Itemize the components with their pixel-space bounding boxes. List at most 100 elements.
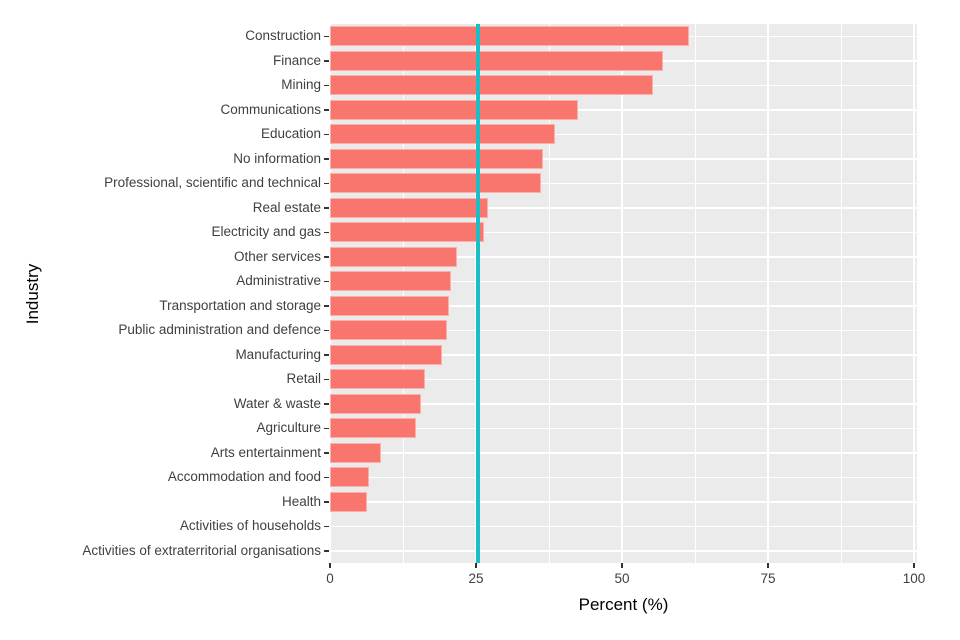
category-label: Manufacturing: [235, 346, 321, 362]
gridline-vertical-major: [621, 24, 623, 563]
y-tick-mark: [324, 207, 329, 209]
category-label: Public administration and defence: [118, 322, 321, 338]
gridline-horizontal: [330, 182, 917, 184]
x-tick-label: 75: [760, 571, 776, 586]
category-label: Electricity and gas: [211, 224, 321, 240]
y-tick-mark: [324, 452, 329, 454]
y-tick-mark: [324, 329, 329, 331]
y-tick-mark: [324, 403, 329, 405]
x-tick-mark: [475, 563, 477, 568]
x-tick-label: 25: [468, 571, 484, 586]
category-label: No information: [233, 150, 321, 166]
x-tick-label: 100: [902, 571, 926, 586]
bar: [330, 148, 544, 169]
gridline-horizontal: [330, 427, 917, 429]
bar: [330, 197, 488, 218]
category-label: Accommodation and food: [167, 469, 321, 485]
x-tick-mark: [621, 563, 623, 568]
category-label: Activities of households: [179, 518, 321, 534]
bar: [330, 222, 485, 243]
category-label: Education: [260, 126, 321, 142]
y-tick-mark: [324, 280, 329, 282]
y-tick-mark: [324, 84, 329, 86]
y-tick-mark: [324, 60, 329, 62]
bar: [330, 320, 447, 341]
category-label: Agriculture: [256, 420, 321, 436]
gridline-horizontal: [330, 133, 917, 135]
bar: [330, 442, 381, 463]
gridline-vertical-minor: [402, 24, 404, 563]
gridline-horizontal: [330, 305, 917, 307]
gridline-horizontal: [330, 231, 917, 233]
category-label: Other services: [233, 248, 321, 264]
bar: [330, 344, 443, 365]
gridline-horizontal: [330, 256, 917, 258]
x-tick-mark: [767, 563, 769, 568]
category-label: Transportation and storage: [159, 297, 321, 313]
category-label: Water & waste: [233, 395, 321, 411]
bar: [330, 393, 421, 414]
gridline-vertical-major: [913, 24, 915, 563]
x-tick-label: 0: [326, 571, 334, 586]
bar: [330, 271, 451, 292]
category-label: Retail: [286, 371, 321, 387]
y-tick-mark: [324, 354, 329, 356]
bar: [330, 99, 578, 120]
category-label: Health: [281, 493, 321, 509]
category-label: Administrative: [236, 273, 321, 289]
gridline-horizontal: [330, 158, 917, 160]
category-label: Finance: [272, 52, 321, 68]
bar: [330, 418, 417, 439]
bar: [330, 124, 556, 145]
gridline-horizontal: [330, 452, 917, 454]
y-tick-mark: [324, 525, 329, 527]
y-tick-mark: [324, 550, 329, 552]
gridline-horizontal: [330, 501, 917, 503]
plot-panel: [330, 24, 917, 563]
category-label: Construction: [245, 28, 321, 44]
gridline-vertical-minor: [840, 24, 842, 563]
gridline-horizontal: [330, 378, 917, 380]
bar: [330, 467, 369, 488]
y-tick-mark: [324, 378, 329, 380]
bar: [330, 369, 425, 390]
gridline-horizontal: [330, 476, 917, 478]
gridline-horizontal: [330, 354, 917, 356]
category-label: Mining: [281, 77, 321, 93]
gridline-vertical-major: [330, 24, 331, 563]
y-tick-mark: [324, 231, 329, 233]
gridline-horizontal: [330, 550, 917, 552]
y-tick-mark: [324, 305, 329, 307]
bar: [330, 173, 542, 194]
x-tick-mark: [913, 563, 915, 568]
x-axis-title: Percent (%): [578, 595, 669, 614]
category-label: Real estate: [252, 199, 321, 215]
category-label: Communications: [220, 101, 321, 117]
x-tick-mark: [329, 563, 331, 568]
y-tick-mark: [324, 182, 329, 184]
gridline-vertical-minor: [694, 24, 696, 563]
y-tick-mark: [324, 133, 329, 135]
gridline-horizontal: [330, 403, 917, 405]
y-tick-mark: [324, 158, 329, 160]
category-label: Activities of extraterritorial organisat…: [82, 542, 321, 558]
bar: [330, 295, 450, 316]
y-tick-mark: [324, 476, 329, 478]
x-axis: 0 25 50 75 100: [326, 563, 925, 623]
category-label: Arts entertainment: [210, 444, 321, 460]
bar: [330, 491, 368, 512]
gridline-horizontal: [330, 109, 917, 111]
y-tick-mark: [324, 109, 329, 111]
y-tick-mark: [324, 35, 329, 37]
gridline-horizontal: [330, 280, 917, 282]
bar: [330, 246, 458, 267]
gridline-vertical-minor: [548, 24, 550, 563]
bar: [330, 75, 653, 96]
gridline-horizontal: [330, 329, 917, 331]
y-tick-mark: [324, 501, 329, 503]
gridline-horizontal: [330, 525, 917, 527]
y-axis-labels: Construction Finance Mining Communications E…: [0, 24, 330, 563]
y-tick-mark: [324, 427, 329, 429]
bar: [330, 26, 689, 47]
